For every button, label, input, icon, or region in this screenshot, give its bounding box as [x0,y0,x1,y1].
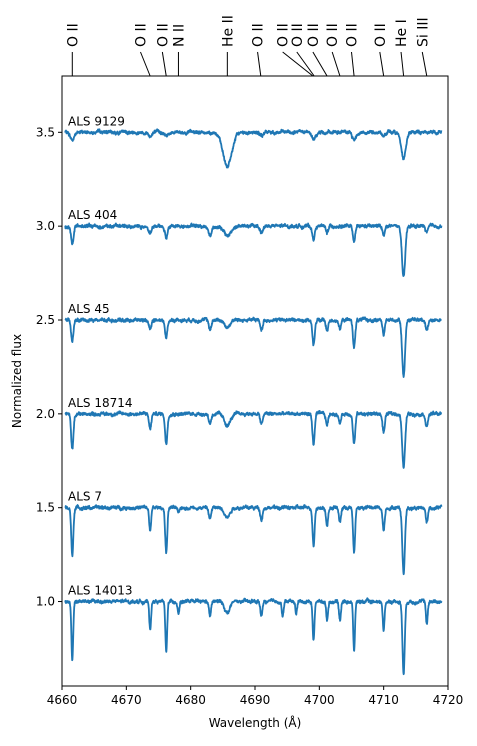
line-id-marker [351,51,355,77]
line-id-label: O II [373,23,389,47]
line-id-marker [379,51,385,77]
spectrum-line [64,222,443,277]
spectrum-line [64,597,443,676]
spectrum-label: ALS 45 [68,302,110,316]
line-id-marker [312,51,328,77]
x-tick-label: 4710 [368,693,399,707]
x-tick-label: 4720 [433,693,464,707]
y-tick-label: 2.0 [36,407,55,421]
spectrum-line [64,128,443,169]
line-id-marker [421,51,428,77]
y-tick-label: 2.5 [36,313,55,327]
spectrum-label: ALS 7 [68,490,102,504]
line-id-marker [400,51,405,77]
line-id-label: O II [155,23,171,47]
line-id-label: He II [220,15,236,47]
y-axis-label: Normalized flux [10,334,24,428]
line-id-label: O II [65,23,81,47]
x-axis-label: Wavelength (Å) [209,715,302,730]
line-id-label: O II [133,23,149,47]
line-id-label: O II [325,23,341,47]
x-tick-label: 4700 [304,693,335,707]
x-tick-label: 4680 [175,693,206,707]
spectrum-line [64,504,443,576]
y-axis-ticks: 1.0 1.5 2.0 2.5 3.0 3.5 [36,125,62,609]
line-id-label: O II [251,23,267,47]
line-id-label: He I [394,19,410,47]
y-tick-label: 1.0 [36,595,55,609]
line-id-marker [161,51,167,77]
line-id-label: O II [345,23,361,47]
line-identification-layer: O II O II O II N II He II O II O IIO II O II O I… [65,15,431,77]
spectrum-label: ALS 404 [68,208,117,222]
x-tick-label: 4690 [240,693,271,707]
y-tick-label: 3.0 [36,219,55,233]
line-id-marker [140,51,151,77]
line-id-label: Si III [415,17,431,47]
line-id-label: O II [276,23,292,47]
spectrum-label: ALS 14013 [68,584,133,598]
spectrum-line [64,316,443,378]
spectrum-label: ALS 9129 [68,114,125,128]
x-tick-label: 4660 [47,693,78,707]
y-tick-label: 3.5 [36,125,55,139]
y-tick-label: 1.5 [36,501,55,515]
spectrum-line [64,410,443,469]
line-id-label: O II [306,23,322,47]
line-id-marker [282,51,314,77]
line-id-marker [331,51,341,77]
spectrum-label: ALS 18714 [68,396,133,410]
x-tick-label: 4670 [111,693,142,707]
line-id-marker [257,51,262,77]
x-axis-ticks: 4660 4670 4680 4690 4700 4710 4720 [47,686,464,707]
line-id-marker [296,51,315,77]
plot-area: ALS 9129 ALS 404 ALS 45 ALS 18714 ALS 7 ALS 1… [64,114,443,676]
line-id-label: O II [290,23,306,47]
line-id-label: N II [171,24,187,47]
